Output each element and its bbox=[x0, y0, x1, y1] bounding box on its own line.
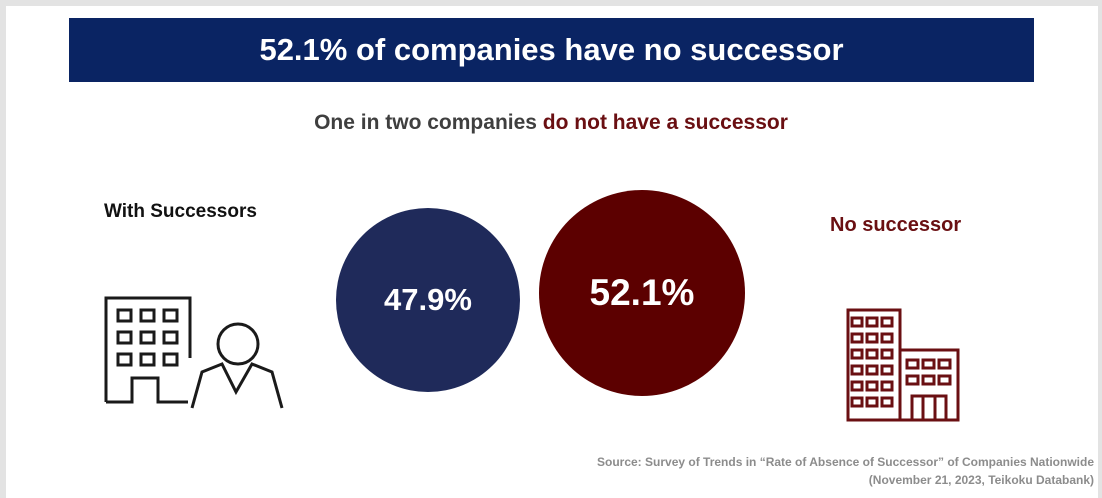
with-successors-circle: 47.9% bbox=[336, 208, 520, 392]
no-successor-circle: 52.1% bbox=[539, 190, 745, 396]
subtitle: One in two companies do not have a succe… bbox=[0, 111, 1102, 135]
building-with-person-icon bbox=[104, 296, 284, 409]
with-successors-percent: 47.9% bbox=[384, 282, 472, 317]
source-line-2: (November 21, 2023, Teikoku Databank) bbox=[868, 473, 1094, 487]
with-successors-label: With Successors bbox=[104, 201, 257, 222]
title-banner: 52.1% of companies have no successor bbox=[69, 18, 1034, 82]
no-successor-label: No successor bbox=[830, 214, 962, 236]
source-note: Source: Survey of Trends in “Rate of Abs… bbox=[597, 453, 1094, 489]
subtitle-prefix: One in two companies bbox=[314, 111, 543, 134]
no-successor-percent: 52.1% bbox=[589, 272, 695, 313]
source-line-1: Source: Survey of Trends in “Rate of Abs… bbox=[597, 455, 1094, 469]
buildings-icon bbox=[846, 308, 960, 422]
subtitle-highlight: do not have a successor bbox=[542, 111, 788, 134]
page-title: 52.1% of companies have no successor bbox=[259, 32, 844, 67]
